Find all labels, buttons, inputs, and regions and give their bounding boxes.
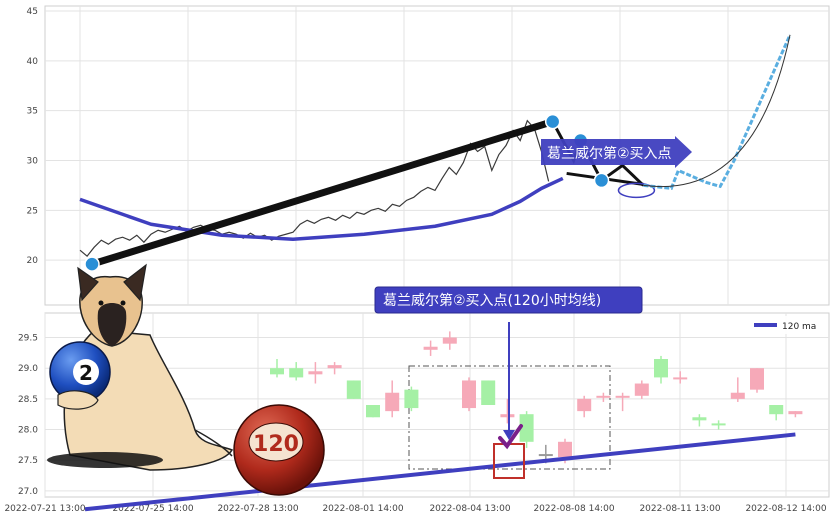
bottom-y-tick-label: 27.0 [18,487,38,497]
legend-box [748,316,824,334]
ma-series-top [79,176,564,241]
dog-mascot-illustration: 2 [47,263,234,471]
bottom-y-tick-label: 29.5 [18,334,38,344]
dog-ear-left [77,266,99,302]
dog-paws [57,390,99,410]
pattern-highlight-ellipse [617,182,656,199]
red-ball-label-disc [248,422,304,462]
candle-body [308,371,323,375]
candle-body [481,380,496,405]
bottom-y-tick-label: 28.5 [18,395,38,405]
candles [270,331,803,464]
top-y-ticks: 20 25 30 35 40 45 [27,7,39,266]
x-tick-label: 2022-08-12 14:00 [745,504,826,514]
bottom-callout-text: 葛兰威尔第②买入点(120小时均线) [383,292,601,309]
x-tick-labels: 2022-07-21 13:00 2022-07-25 14:00 2022-07-… [4,504,826,514]
candle-body [558,441,572,458]
x-tick-label: 2022-08-04 13:00 [429,504,510,514]
candle-body [423,346,438,350]
checkmark-icon [498,424,523,450]
candle-body [596,395,611,398]
ma-series-bottom [84,432,796,512]
top-y-tick-label: 40 [27,57,39,67]
x-tick-label: 2022-07-28 13:00 [217,504,298,514]
pattern-overlay [84,34,792,272]
bottom-y-tick-label: 28.0 [18,426,38,436]
bottom-y-tick-label: 29.0 [18,364,38,374]
candle-body [442,337,457,344]
candle-body [289,368,304,378]
candle-body [385,392,400,412]
top-y-tick-label: 45 [27,7,38,17]
ma-line-top [79,176,564,241]
x-tick-label: 2022-07-25 14:00 [112,504,193,514]
candle-body [270,368,284,375]
candle-body [750,368,764,390]
blue-ball-number: 2 [79,361,93,385]
candle-body [634,383,649,396]
top-y-tick-label: 30 [27,156,39,166]
top-callout: 葛兰威尔第②买入点 [541,136,692,168]
pattern-node [84,256,100,272]
dog-muzzle [97,303,127,346]
candle-body [788,411,803,415]
candle-body [538,454,553,457]
dog-eye-right [120,300,126,306]
candle-body [346,380,361,399]
projection-arc [643,34,791,188]
pattern-node [544,113,561,130]
x-tick-label: 2022-07-21 13:00 [4,504,85,514]
candle-body [404,389,419,409]
bottom-y-tick-label: 27.5 [18,456,38,466]
candle-body [500,414,515,418]
pattern-main-leg [88,118,557,268]
bottom-callout-box [374,286,643,314]
top-panel: 20 25 30 35 40 45 葛兰威尔第②买入点 [27,5,830,306]
red-ball-illustration: 120 [233,404,325,496]
top-y-tick-label: 35 [27,107,38,117]
legend-label: 120 ma [782,322,816,332]
top-y-tick-label: 20 [27,256,39,266]
top-callout-text: 葛兰威尔第②买入点 [547,145,672,162]
bottom-callout: 葛兰威尔第②买入点(120小时均线) [374,286,643,314]
candle-body [769,405,784,415]
candle-body [577,398,592,412]
dog-shadow [47,452,163,468]
bottom-y-ticks: 27.0 27.5 28.0 28.5 29.0 29.5 [18,334,38,497]
x-tick-label: 2022-08-11 13:00 [639,504,720,514]
top-y-tick-label: 25 [27,206,38,216]
x-tick-label: 2022-08-08 14:00 [533,504,614,514]
top-callout-arrow-shape [541,136,692,168]
candle-body [462,380,476,409]
candle-body [654,359,668,378]
dog-eye-left [98,300,104,306]
pattern-node [593,172,610,189]
pattern-projection [643,34,792,191]
candle-body [730,392,745,399]
candle-body [327,365,342,369]
bottom-callout-arrowhead [503,430,515,440]
candle-body [519,414,534,442]
legend: 120 ma [748,316,824,334]
x-tick-label: 2022-08-01 14:00 [322,504,403,514]
candle-body [711,423,726,426]
blue-ball-label-disc [73,359,99,385]
candle-body [366,405,380,418]
candle-body [692,417,707,421]
dog-ear-right [123,263,147,302]
dog-tail [194,429,233,457]
top-grid [45,6,829,305]
red-ball-number: 120 [253,432,299,457]
candle-body [673,377,688,380]
ma-line-bottom [84,432,796,512]
candle-body [615,395,630,398]
